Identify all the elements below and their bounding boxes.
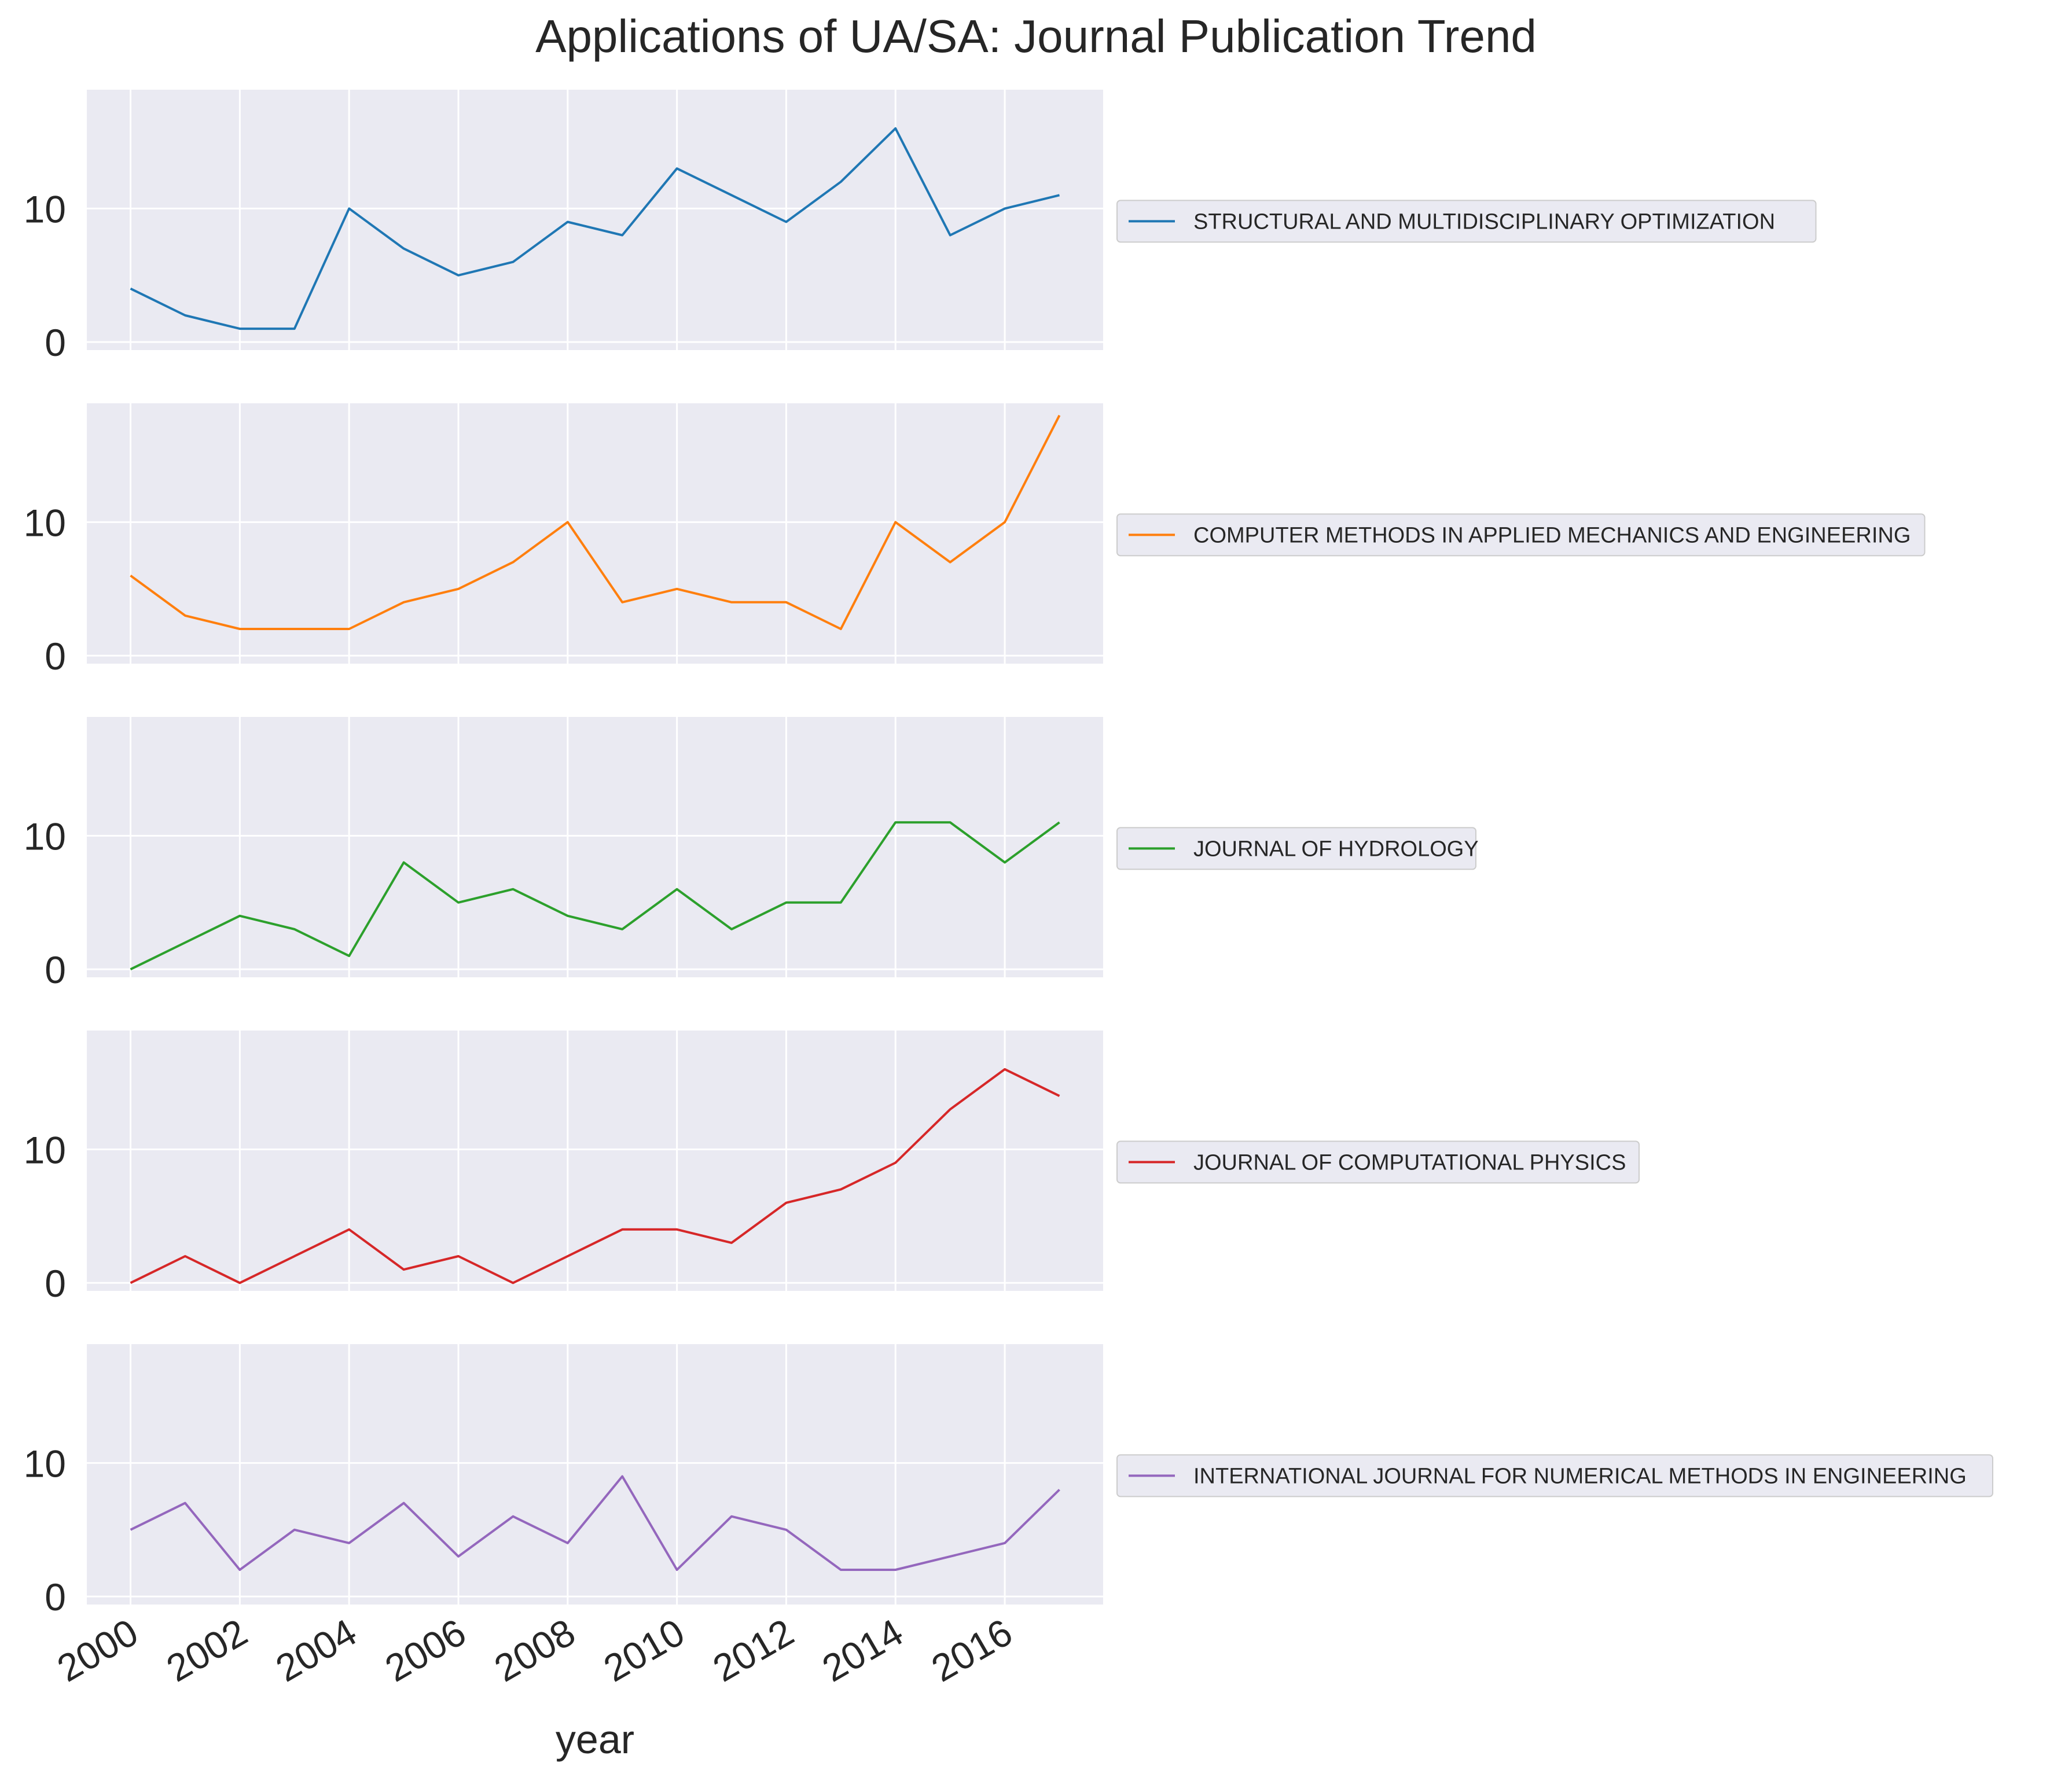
panel-background xyxy=(87,717,1103,977)
x-tick-label: 2002 xyxy=(159,1610,254,1690)
panel-2: 0 10 COMPUTER METHODS IN APPLIED MECHANICS… xyxy=(24,403,1926,678)
x-tick-label: 2012 xyxy=(706,1610,800,1690)
legend-label: JOURNAL OF HYDROLOGY xyxy=(1193,837,1479,861)
series-line xyxy=(130,821,1060,970)
legend: STRUCTURAL AND MULTIDISCIPLINARY OPTIMIZ… xyxy=(1116,200,1817,243)
series-line xyxy=(130,127,1060,330)
legend: JOURNAL OF HYDROLOGY xyxy=(1116,827,1479,870)
y-tick-label: 10 xyxy=(24,815,66,858)
x-tick-label: 2010 xyxy=(596,1610,691,1690)
legend-label: COMPUTER METHODS IN APPLIED MECHANICS AN… xyxy=(1193,523,1911,547)
legend-label: INTERNATIONAL JOURNAL FOR NUMERICAL METH… xyxy=(1193,1464,1967,1488)
legend-label: JOURNAL OF COMPUTATIONAL PHYSICS xyxy=(1193,1150,1626,1175)
legend: COMPUTER METHODS IN APPLIED MECHANICS AN… xyxy=(1116,513,1926,557)
panels: 0 10 STRUCTURAL AND MULTIDISCIPLINARY OPTI… xyxy=(24,90,1993,1618)
x-axis-ticks: 2000 2002 2004 2006 2008 2010 2012 2014 2016 xyxy=(50,1610,1019,1690)
x-tick-label: 2004 xyxy=(269,1610,363,1690)
legend-frame xyxy=(1116,827,1476,870)
legend-frame xyxy=(1116,1140,1640,1184)
y-tick-label: 0 xyxy=(45,1262,66,1305)
panel-background xyxy=(87,403,1103,664)
y-tick-label: 0 xyxy=(45,948,66,991)
legend-frame xyxy=(1116,200,1817,243)
series-line xyxy=(130,1068,1060,1285)
x-tick-label: 2008 xyxy=(487,1610,582,1690)
y-tick-label: 10 xyxy=(24,187,66,230)
x-tick-label: 2016 xyxy=(924,1610,1019,1690)
legend-frame xyxy=(1116,1454,1993,1497)
series-line xyxy=(130,414,1061,630)
x-tick-label: 2000 xyxy=(50,1610,145,1690)
panel-background xyxy=(87,1031,1103,1291)
legend-frame xyxy=(1116,513,1926,557)
y-tick-label: 0 xyxy=(45,321,66,364)
y-tick-label: 10 xyxy=(24,501,66,544)
legend-label: STRUCTURAL AND MULTIDISCIPLINARY OPTIMIZ… xyxy=(1193,209,1775,234)
legend: INTERNATIONAL JOURNAL FOR NUMERICAL METH… xyxy=(1116,1454,1993,1497)
y-tick-label: 0 xyxy=(45,635,66,678)
panel-1: 0 10 STRUCTURAL AND MULTIDISCIPLINARY OPTI… xyxy=(24,90,1817,364)
panel-3: 0 10 JOURNAL OF HYDROLOGY xyxy=(24,717,1479,991)
panel-5: 0 10 INTERNATIONAL JOURNAL FOR NUMERICAL M… xyxy=(24,1344,1993,1618)
y-tick-label: 10 xyxy=(24,1128,66,1171)
panel-background xyxy=(87,90,1103,350)
y-tick-label: 10 xyxy=(24,1442,66,1485)
chart-title: Applications of UA/SA: Journal Publicati… xyxy=(535,10,1537,62)
legend: JOURNAL OF COMPUTATIONAL PHYSICS xyxy=(1116,1140,1640,1184)
y-tick-label: 0 xyxy=(45,1576,66,1618)
x-tick-label: 2014 xyxy=(815,1610,910,1690)
x-tick-label: 2006 xyxy=(378,1610,473,1690)
panel-4: 0 10 JOURNAL OF COMPUTATIONAL PHYSICS xyxy=(24,1031,1640,1305)
x-axis-label: year xyxy=(556,1717,634,1762)
series-line xyxy=(130,1475,1060,1571)
